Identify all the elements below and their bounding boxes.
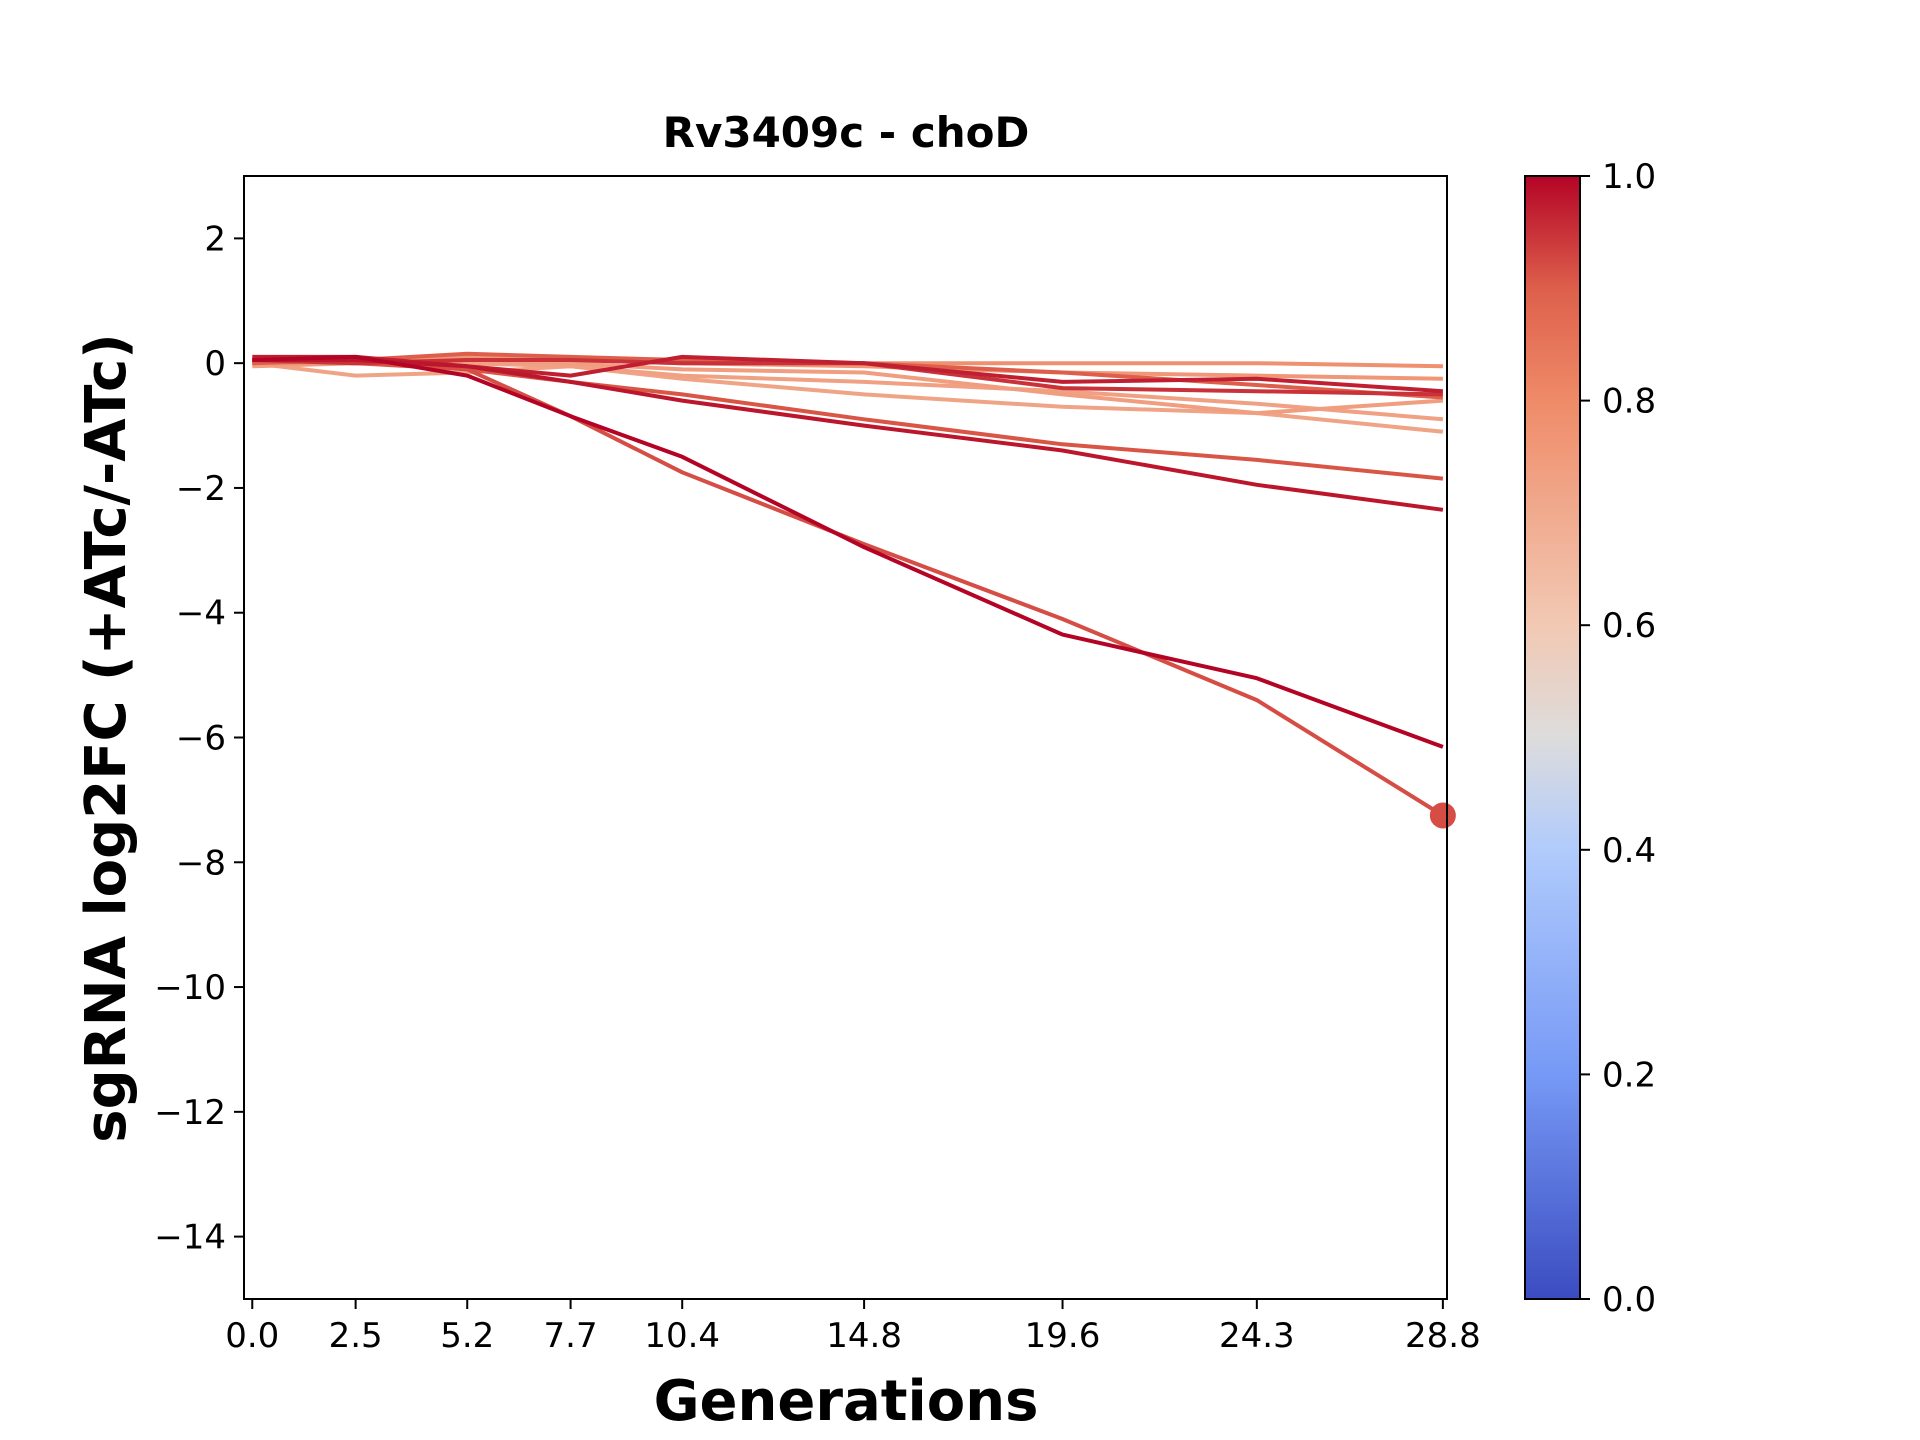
y-tick-label: −6 bbox=[176, 719, 226, 759]
colorbar-tick-label: 0.2 bbox=[1602, 1055, 1656, 1095]
x-tick-label: 19.6 bbox=[1025, 1316, 1101, 1356]
plot-series-group bbox=[252, 351, 1456, 829]
series-line-12 bbox=[252, 354, 1444, 749]
x-axis-label: Generations bbox=[654, 1369, 1039, 1434]
y-tick-label: −12 bbox=[154, 1093, 226, 1133]
colorbar-axis: 0.0 0.2 0.4 0.6 0.8 1.0 bbox=[1580, 157, 1656, 1320]
y-tick-label: −14 bbox=[154, 1218, 226, 1258]
series-line-10 bbox=[252, 354, 1444, 394]
y-tick-label: −8 bbox=[176, 843, 226, 883]
colorbar-tick-label: 1.0 bbox=[1602, 157, 1656, 197]
colorbar-tick-label: 0.0 bbox=[1602, 1280, 1656, 1320]
series-line-7 bbox=[252, 358, 1444, 481]
colorbar-tick-label: 0.8 bbox=[1602, 382, 1656, 422]
y-axis: 2 0 −2 −4 −6 −8 −10 −12 −14 bbox=[154, 219, 244, 1258]
colorbar bbox=[1524, 175, 1581, 1300]
y-axis-label: sgRNA log2FC (+ATc/-ATc) bbox=[74, 333, 139, 1143]
y-tick-label: −4 bbox=[176, 594, 226, 634]
series-line-8 bbox=[252, 358, 1444, 818]
x-tick-label: 10.4 bbox=[644, 1316, 720, 1356]
x-tick-label: 28.8 bbox=[1405, 1316, 1481, 1356]
x-axis: 0.0 2.5 5.2 7.7 10.4 14.8 19.6 24.3 28.8 bbox=[225, 1299, 1481, 1356]
series-end-marker bbox=[1429, 802, 1456, 829]
y-tick-label: 2 bbox=[204, 219, 226, 259]
series-line-1 bbox=[252, 361, 1444, 434]
x-tick-label: 24.3 bbox=[1219, 1316, 1295, 1356]
y-tick-label: −2 bbox=[176, 469, 226, 509]
colorbar-tick-label: 0.4 bbox=[1602, 831, 1656, 871]
x-tick-label: 5.2 bbox=[440, 1316, 494, 1356]
chart-title: Rv3409c - choD bbox=[663, 108, 1030, 157]
x-tick-label: 7.7 bbox=[544, 1316, 598, 1356]
x-tick-label: 14.8 bbox=[826, 1316, 902, 1356]
x-tick-label: 0.0 bbox=[225, 1316, 279, 1356]
y-tick-label: 0 bbox=[204, 344, 226, 384]
colorbar-tick-label: 0.6 bbox=[1602, 606, 1656, 646]
x-tick-label: 2.5 bbox=[329, 1316, 383, 1356]
y-tick-label: −10 bbox=[154, 968, 226, 1008]
plot-frame bbox=[243, 175, 1448, 1300]
